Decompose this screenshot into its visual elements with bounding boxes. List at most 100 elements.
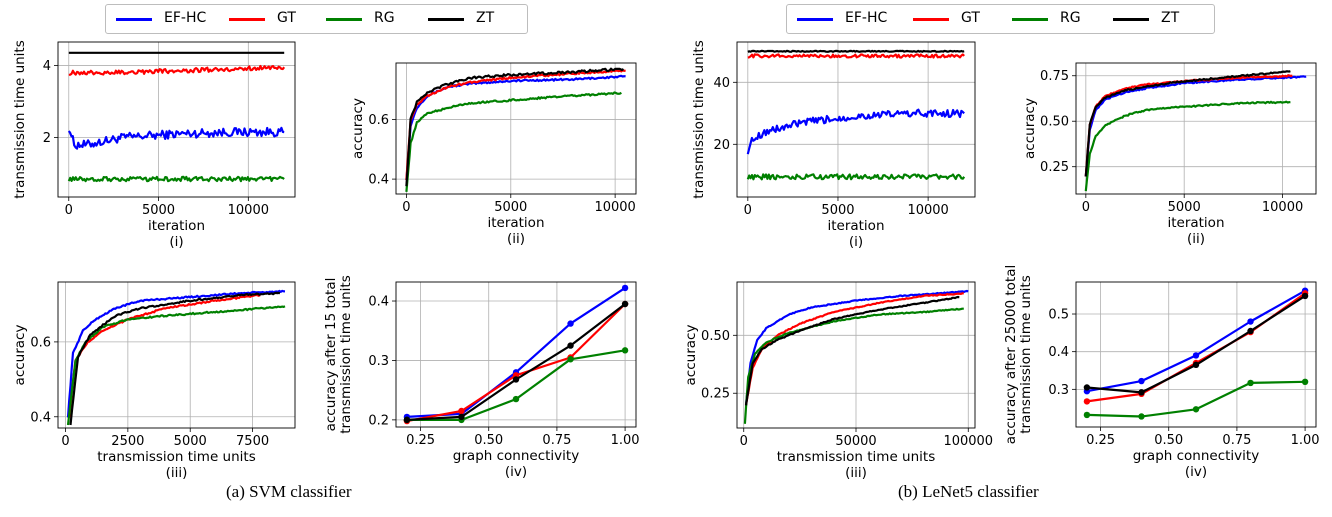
axes-frame (1075, 62, 1317, 195)
y-axis-label-line2: transmission time units (1018, 275, 1034, 434)
legend-label: EF-HC (164, 10, 207, 26)
x-tick-label: 1.00 (1291, 433, 1320, 448)
data-point-ef-hc (1247, 318, 1254, 325)
legend-swatch (913, 18, 949, 21)
x-tick-label: 0 (402, 200, 410, 215)
panel-svm-iv: 0.25 0.50 0.75 1.00 0.2 0.3 0.4 graph connectiv… (323, 275, 640, 480)
series-line-zt (406, 303, 626, 421)
y-axis-label: accuracy (350, 98, 366, 159)
legend-swatch (116, 18, 152, 21)
x-axis-label: iteration (1167, 215, 1224, 231)
x-tick-label: 5000 (174, 434, 207, 449)
legend-label: ZT (476, 10, 495, 26)
data-point-rg (621, 347, 629, 354)
legend-swatch (797, 18, 833, 21)
legend-swatch (428, 18, 464, 21)
x-tick-label: 10000 (1262, 200, 1303, 215)
series-line-gt (744, 292, 965, 406)
data-point-zt (567, 342, 574, 349)
y-tick-label: 0.25 (701, 387, 730, 402)
data-point-zt (1192, 361, 1200, 369)
series-line-gt (68, 64, 286, 76)
data-point-rg (567, 356, 574, 363)
series-line-gt (406, 303, 626, 423)
x-tick-label: 0 (744, 203, 752, 218)
series-line-gt (1084, 74, 1293, 177)
y-tick-label: 0.3 (1048, 383, 1069, 398)
axes-frame (395, 281, 637, 428)
series-line-ef-hc (746, 108, 965, 155)
y-tick-label: 0.50 (1040, 115, 1069, 130)
y-axis-label-line2: transmission time units (338, 275, 354, 434)
series-line-rg (743, 307, 964, 424)
data-point-rg (512, 395, 520, 403)
y-tick-label: 0.75 (1040, 69, 1069, 84)
x-tick-label: 5000 (821, 203, 854, 218)
legend-swatch (326, 18, 362, 21)
subplot-label: (iv) (505, 464, 527, 480)
x-tick-label: 50000 (835, 434, 876, 449)
x-tick-label: 0 (740, 434, 748, 449)
x-tick-label: 5000 (494, 200, 527, 215)
y-tick-label: 2 (43, 131, 51, 146)
panel-svm-i: 0 5000 10000 2 4 iteration(i) transmission tim… (12, 40, 296, 250)
x-axis-label: graph connectivity (453, 448, 579, 464)
legend-label: EF-HC (845, 10, 888, 26)
y-tick-label: 0.50 (701, 329, 730, 344)
x-axis-label: graph connectivity (1133, 448, 1259, 464)
y-tick-label: 0.3 (368, 354, 389, 369)
x-tick-label: 10000 (594, 200, 635, 215)
x-axis-label: transmission time units (777, 449, 936, 465)
series-line-rg (746, 173, 966, 181)
y-axis-label: accuracy after 25000 total (1003, 265, 1019, 445)
data-point-rg (1083, 411, 1091, 419)
y-tick-label: 0.4 (1048, 345, 1069, 360)
series-line-zt (1084, 70, 1291, 177)
legend-label: GT (277, 10, 296, 26)
panel-lenet-iii: 0 50000 100000 0.25 0.50 transmission time un… (683, 281, 993, 481)
y-axis-label: transmission time units (691, 40, 707, 199)
subplot-label: (ii) (507, 231, 525, 247)
legend-label: GT (961, 10, 980, 26)
y-tick-label: 40 (713, 76, 730, 91)
x-axis-label: iteration (487, 215, 544, 231)
data-point-zt (512, 376, 520, 383)
x-tick-label: 0.25 (1086, 433, 1115, 448)
x-tick-label: 0.50 (474, 433, 503, 448)
x-tick-label: 1.00 (611, 433, 640, 448)
x-tick-label: 100000 (943, 434, 993, 449)
y-tick-label: 20 (713, 138, 730, 153)
x-tick-label: 0.75 (1222, 433, 1251, 448)
y-axis-label: accuracy (12, 325, 28, 386)
y-tick-label: 0.25 (1040, 160, 1069, 175)
y-tick-label: 0.4 (30, 410, 51, 425)
subplot-label: (iii) (845, 465, 867, 481)
data-point-zt (458, 413, 465, 421)
legend-swatch (1012, 18, 1048, 21)
panel-lenet-iv: 0.25 0.50 0.75 1.00 0.3 0.4 0.5 graph connectiv… (1003, 265, 1320, 480)
data-point-ef-hc (1192, 352, 1200, 359)
y-axis-label: accuracy after 15 total (323, 278, 339, 432)
data-point-zt (621, 300, 629, 308)
series-line-gt (747, 53, 965, 59)
data-point-zt (1247, 327, 1254, 335)
y-tick-label: 0.5 (1048, 308, 1069, 323)
data-point-zt (1138, 389, 1145, 396)
data-point-gt (1083, 398, 1091, 405)
subplot-label: (i) (169, 234, 183, 250)
y-axis-label: accuracy (683, 325, 699, 386)
y-axis-label: transmission time units (12, 40, 28, 199)
x-tick-label: 10000 (907, 203, 948, 218)
y-tick-label: 0.6 (30, 335, 51, 350)
x-tick-label: 5000 (142, 203, 175, 218)
x-tick-label: 0.25 (406, 433, 435, 448)
data-point-rg (1247, 379, 1254, 387)
panel-svm-iii: 0 2500 5000 7500 0.4 0.6 transmission time uni… (12, 281, 296, 481)
legend-left: EF-HC GT RG ZT (105, 4, 528, 34)
caption-lenet5: (b) LeNet5 classifier (898, 482, 1039, 501)
series-line-zt (405, 67, 625, 187)
legend-swatch (1113, 18, 1149, 21)
y-tick-label: 4 (43, 59, 51, 74)
axes-frame (736, 281, 976, 429)
